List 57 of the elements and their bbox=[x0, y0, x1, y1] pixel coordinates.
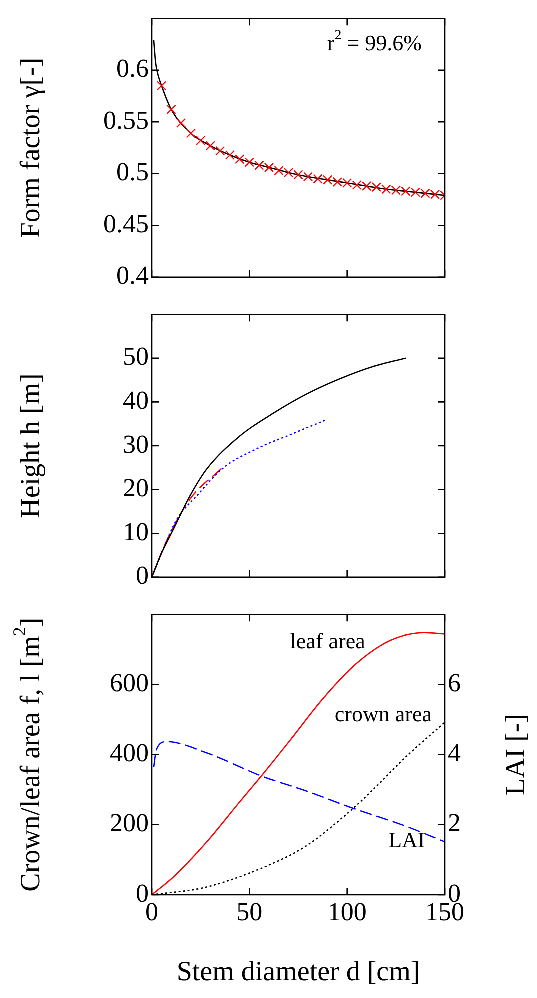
point bbox=[362, 181, 372, 192]
y-tick-label: 10 bbox=[123, 517, 149, 546]
point bbox=[284, 168, 294, 178]
point bbox=[225, 150, 235, 160]
annotation: LAI bbox=[388, 828, 426, 853]
line-series bbox=[152, 632, 445, 895]
point bbox=[274, 166, 284, 176]
y-tick-label: 0.55 bbox=[104, 106, 149, 135]
y-axis-title: Crown/leaf area f, l [m2] bbox=[10, 618, 46, 892]
y-tick-label: 50 bbox=[123, 342, 149, 372]
point bbox=[372, 182, 382, 192]
annotation: crown area bbox=[334, 701, 432, 726]
point bbox=[410, 188, 421, 198]
y-tick-label: 20 bbox=[123, 474, 149, 503]
point bbox=[186, 128, 196, 138]
point bbox=[322, 175, 333, 185]
point bbox=[176, 118, 186, 128]
point bbox=[235, 154, 245, 164]
point bbox=[420, 188, 430, 198]
y-tick-label: 0.45 bbox=[104, 209, 149, 238]
x-axis-title: Stem diameter d [cm] bbox=[176, 956, 420, 988]
point bbox=[196, 136, 206, 146]
point bbox=[430, 190, 440, 200]
point bbox=[294, 170, 304, 180]
annotation: leaf area bbox=[290, 628, 366, 654]
y2-tick-label: 2 bbox=[448, 808, 461, 838]
point bbox=[303, 172, 314, 182]
y-tick-label: 600 bbox=[110, 668, 149, 698]
x-tick-label: 50 bbox=[236, 897, 263, 926]
y-axis-title: Height h [m] bbox=[15, 374, 46, 518]
point bbox=[156, 81, 167, 91]
y-tick-label: 0.4 bbox=[116, 261, 149, 290]
point bbox=[166, 104, 176, 115]
point bbox=[401, 186, 411, 196]
y-axis-title: Form factor γ[-] bbox=[15, 58, 46, 238]
y-tick-label: 400 bbox=[110, 738, 149, 768]
point bbox=[352, 180, 362, 190]
y2-axis-title: LAI [-] bbox=[500, 714, 532, 796]
point bbox=[382, 184, 392, 194]
y2-tick-label: 4 bbox=[448, 738, 461, 768]
point bbox=[264, 162, 274, 173]
point bbox=[391, 186, 402, 196]
y-tick-label: 200 bbox=[110, 808, 149, 838]
point bbox=[332, 177, 342, 188]
y-tick-label: 0.6 bbox=[116, 54, 149, 84]
point bbox=[216, 146, 226, 156]
point bbox=[342, 178, 352, 188]
point bbox=[244, 158, 255, 168]
point bbox=[206, 141, 216, 151]
y-tick-label: 30 bbox=[123, 430, 149, 459]
y-tick-label: 40 bbox=[123, 386, 149, 416]
point bbox=[254, 160, 264, 170]
x-tick-label: 100 bbox=[328, 897, 367, 926]
y-tick-label: 0 bbox=[136, 561, 149, 590]
y-tick-label: 0.5 bbox=[116, 158, 149, 187]
y2-tick-label: 6 bbox=[448, 668, 461, 698]
point bbox=[313, 174, 323, 184]
